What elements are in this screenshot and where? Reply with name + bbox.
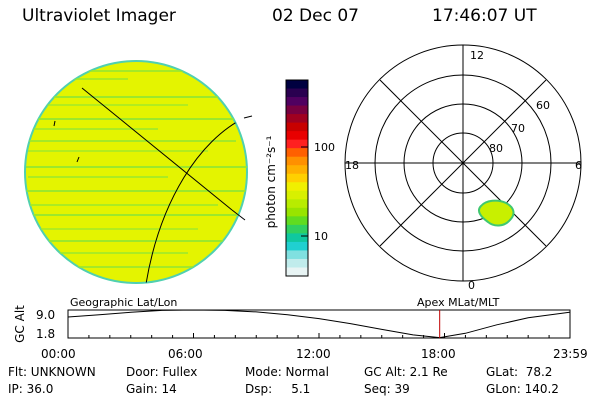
image-stripe [28, 78, 128, 80]
colorbar-cell [286, 224, 308, 234]
instrument-title: Ultraviolet Imager [22, 6, 176, 26]
colorbar-cell [286, 80, 308, 90]
info-ip: IP: 36.0 [8, 382, 54, 396]
date-label: 02 Dec 07 [272, 6, 359, 26]
auroral-blob [478, 199, 515, 227]
pixel-artifact [53, 120, 56, 127]
info-dsp: Dsp: 5.1 [245, 382, 311, 396]
x-tick-label: 18:00 [421, 347, 456, 361]
colorbar-cell [286, 199, 308, 209]
x-tick-label: 12:00 [296, 347, 331, 361]
colorbar-cell [286, 122, 308, 132]
polar-circle-80 [432, 132, 494, 194]
image-stripe [28, 228, 198, 230]
x-ticks [67, 333, 571, 338]
pixel-artifact [76, 156, 80, 163]
polar-circle-60 [344, 44, 582, 282]
image-grid-line-outer [231, 209, 246, 221]
hour-label-18: 18 [345, 159, 359, 172]
hour-label-6: 6 [575, 159, 582, 172]
info-door: Door: Fullex [126, 365, 198, 379]
colorbar-cell [286, 105, 308, 115]
image-stripe [28, 252, 188, 254]
x-tick-label: 23:59 [553, 347, 588, 361]
lat-label-80: 80 [489, 142, 503, 155]
colorbar-tick-label: 100 [314, 141, 335, 154]
image-stripe [26, 240, 247, 242]
colorbar-frame [285, 79, 309, 277]
polar-radial-lines [345, 45, 581, 281]
colorbar-cell [286, 241, 308, 251]
hour-label-12: 12 [470, 49, 484, 62]
image-stripe [26, 70, 216, 72]
colorbar-cell [286, 156, 308, 166]
uv-image-panel [24, 60, 253, 284]
colorbar: 100 10 photon cm⁻²s⁻¹ [264, 79, 335, 277]
colorbar-cell [286, 216, 308, 226]
image-stripe [26, 190, 247, 192]
image-stripe [28, 204, 218, 206]
info-gc-alt: GC Alt: 2.1 Re [364, 365, 448, 379]
y-axis-title: GC Alt [13, 305, 27, 343]
y-tick-label: 9.0 [36, 308, 55, 322]
colorbar-cell [286, 233, 308, 243]
image-grid-curve-outer [243, 115, 253, 119]
polar-meridian [379, 79, 547, 247]
colorbar-cell [286, 148, 308, 158]
colorbar-cell [286, 250, 308, 260]
colorbar-cell [286, 207, 308, 217]
image-stripe [26, 96, 246, 98]
colorbar-cell [286, 267, 308, 277]
lat-label-60: 60 [536, 99, 550, 112]
image-stripe [28, 128, 158, 130]
colorbar-cell [286, 139, 308, 149]
geographic-label: Geographic Lat/Lon [70, 296, 177, 309]
colorbar-cell [286, 131, 308, 141]
image-stripe [28, 176, 168, 178]
info-glon: GLon: 140.2 [486, 382, 559, 396]
apex-label: Apex MLat/MLT [417, 296, 500, 309]
info-flt: Flt: UNKNOWN [8, 365, 96, 379]
colorbar-cell [286, 173, 308, 183]
x-tick-label: 06:00 [168, 347, 203, 361]
info-gain: Gain: 14 [126, 382, 177, 396]
image-stripe [26, 140, 236, 142]
altitude-timeline: Geographic Lat/Lon Apex MLat/MLT 9.0 1.8… [13, 296, 588, 361]
image-stripe [26, 118, 247, 120]
x-tick-label: 00:00 [41, 347, 76, 361]
image-stripes [26, 70, 247, 268]
colorbar-cell [286, 114, 308, 124]
polar-circle-inner [374, 74, 552, 252]
colorbar-cell [286, 190, 308, 200]
colorbar-cell [286, 258, 308, 268]
image-stripe [26, 166, 247, 168]
hour-label-0: 0 [468, 279, 475, 292]
polar-plot: 12 18 6 0 60 70 80 [344, 44, 582, 292]
image-stripe [28, 104, 188, 106]
image-grid-line [81, 87, 233, 211]
image-stripe [26, 266, 226, 268]
image-stripe [26, 214, 247, 216]
info-glat: GLat: 78.2 [486, 365, 553, 379]
info-mode: Mode: Normal [245, 365, 329, 379]
time-label: 17:46:07 UT [432, 6, 537, 26]
colorbar-gradient [286, 80, 308, 277]
info-seq: Seq: 39 [364, 382, 410, 396]
colorbar-cell [286, 97, 308, 107]
colorbar-tick-label: 10 [314, 230, 328, 243]
lat-label-70: 70 [511, 122, 525, 135]
colorbar-unit-label: photon cm⁻²s⁻¹ [264, 135, 278, 228]
polar-circle-70 [403, 103, 523, 223]
image-disc [26, 62, 246, 282]
image-stripe [28, 150, 208, 152]
image-grid-curve [145, 117, 245, 283]
colorbar-cell [286, 165, 308, 175]
altitude-curve [67, 309, 570, 339]
colorbar-cell [286, 88, 308, 98]
y-tick-label: 1.8 [36, 327, 55, 341]
colorbar-cell [286, 182, 308, 192]
